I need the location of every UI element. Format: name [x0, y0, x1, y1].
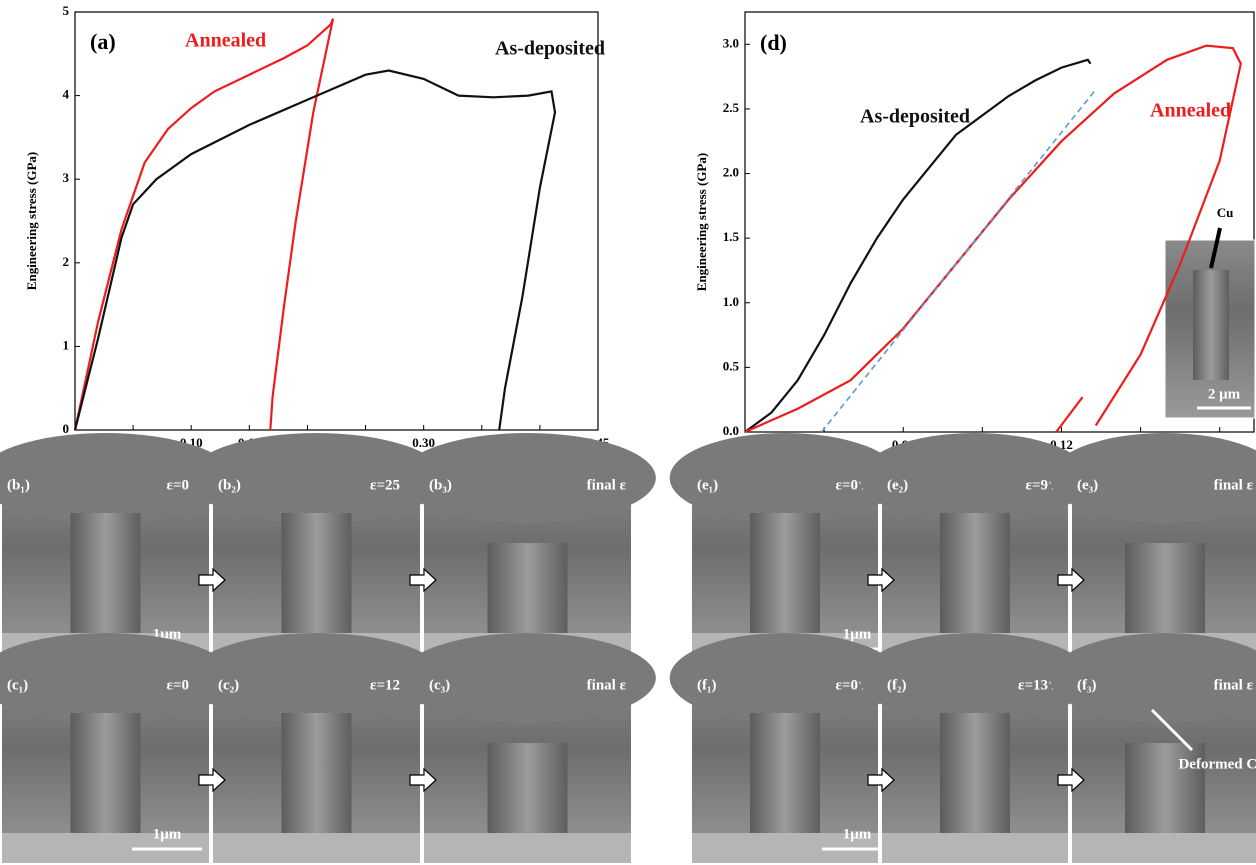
series-label: As-deposited: [495, 38, 605, 60]
pillar: [71, 513, 141, 633]
series-label: Annealed: [185, 30, 266, 52]
y-tick-label: 0.0: [723, 423, 739, 438]
y-tick-label: 1: [63, 337, 70, 352]
panel-label: (b₂): [218, 477, 241, 493]
y-tick-label: 2.0: [723, 165, 739, 180]
y-tick-label: 2.5: [723, 100, 740, 115]
strain-label: final ε: [1214, 677, 1254, 693]
panel-label: (e₁): [697, 477, 718, 493]
panel-label: (f₂): [887, 677, 906, 693]
panel-label: (e₃): [1077, 477, 1098, 493]
pillar: [488, 743, 568, 833]
strain-label: final ε: [587, 477, 627, 493]
page: {"chart_data": [ {"type": "line", "panel…: [0, 0, 1256, 865]
scale-label: 1μm: [843, 826, 872, 842]
y-tick-label: 0: [63, 421, 70, 436]
substrate: [424, 833, 631, 863]
panel-label: (f₁): [697, 677, 716, 693]
panel-label: (d): [760, 30, 787, 55]
y-tick-label: 2: [63, 254, 70, 269]
panel-label: (c₂): [218, 677, 239, 693]
y-tick-label: 1.0: [723, 294, 739, 309]
series-label: Annealed: [1150, 100, 1231, 122]
data-line: [75, 71, 555, 431]
y-tick-label: 3.0: [723, 35, 739, 50]
data-line: [75, 19, 333, 430]
panel-label: (a): [90, 29, 116, 54]
substrate: [1072, 833, 1256, 863]
pillar: [1125, 543, 1205, 633]
series-label: As-deposited: [860, 106, 970, 128]
inset-scale-label: 2 μm: [1208, 386, 1241, 402]
pillar: [940, 713, 1010, 833]
pillar: [71, 713, 141, 833]
scale-label: 1μm: [843, 626, 872, 642]
panel-label: (c₁): [7, 677, 28, 693]
pillar: [940, 513, 1010, 633]
y-tick-label: 3: [63, 170, 70, 185]
pillar: [282, 713, 352, 833]
substrate: [213, 833, 420, 863]
panel-label: (b₁): [7, 477, 30, 493]
y-tick-label: 0.5: [723, 358, 740, 373]
figure: 0.000.050.100.150.200.250.300.350.400.45…: [0, 0, 1256, 865]
y-axis-label: Engineering stress (GPa): [694, 153, 709, 291]
plot-frame: [75, 12, 598, 430]
strain-label: final ε: [587, 677, 627, 693]
y-tick-label: 4: [63, 87, 70, 102]
pillar: [282, 513, 352, 633]
strain-label: final ε: [1214, 477, 1254, 493]
substrate: [882, 833, 1068, 863]
panel-label: (e₂): [887, 477, 908, 493]
pillar: [488, 543, 568, 633]
panel-label: (c₃): [429, 677, 450, 693]
y-tick-label: 1.5: [723, 229, 740, 244]
panel-label: (f₃): [1077, 677, 1096, 693]
pillar: [750, 713, 820, 833]
scale-label: 1μm: [153, 826, 182, 842]
y-axis-label: Engineering stress (GPa): [24, 152, 39, 290]
note-label: Deformed Cu: [1178, 756, 1256, 772]
x-tick-label: 0.30: [412, 435, 435, 450]
pillar: [750, 513, 820, 633]
inset-label: Cu: [1217, 205, 1234, 220]
inset-pillar: [1193, 270, 1229, 380]
panel-label: (b₃): [429, 477, 452, 493]
y-tick-label: 5: [63, 3, 70, 18]
